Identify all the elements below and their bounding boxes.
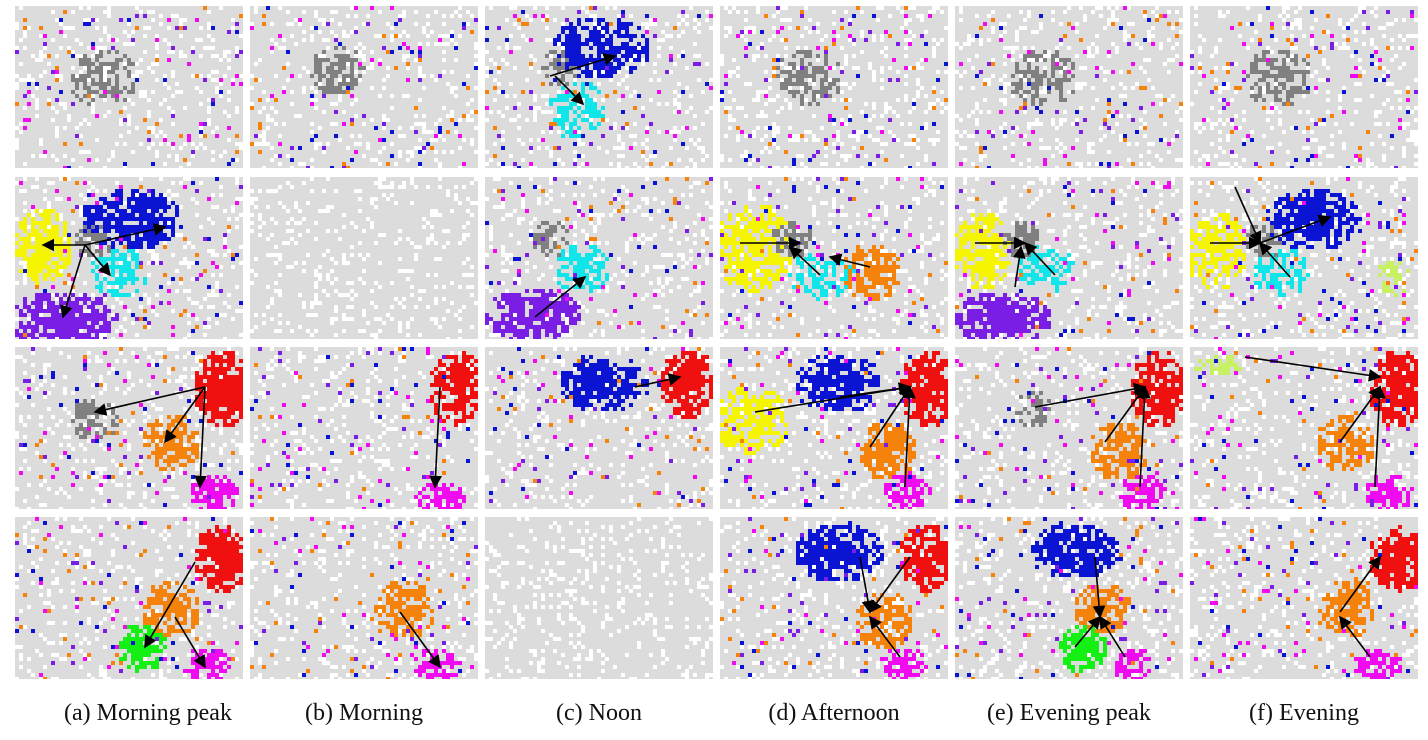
cluster-map-canvas — [720, 517, 948, 679]
cluster-map-canvas — [955, 517, 1183, 679]
cluster-map-canvas — [720, 177, 948, 339]
cluster-map-row-1-noon — [485, 6, 713, 168]
cluster-map-canvas — [250, 177, 478, 339]
cluster-region-yellow — [15, 209, 71, 285]
region-grid — [250, 177, 478, 339]
cluster-map-row-1-evening-peak — [955, 6, 1183, 168]
region-grid — [250, 6, 478, 168]
cluster-map-row-3-evening — [1190, 347, 1418, 509]
cluster-map-row-2-noon — [485, 177, 713, 339]
cluster-map-canvas — [485, 517, 713, 679]
cluster-map-canvas — [1190, 177, 1418, 339]
cluster-map-row-2-morning — [250, 177, 478, 339]
region-grid — [1190, 6, 1418, 168]
cluster-map-canvas — [955, 6, 1183, 168]
cluster-map-canvas — [1190, 517, 1418, 679]
cluster-map-canvas — [15, 6, 243, 168]
cluster-map-canvas — [955, 347, 1183, 509]
cluster-map-canvas — [720, 6, 948, 168]
cluster-map-canvas — [15, 347, 243, 509]
cluster-map-row-1-morning — [250, 6, 478, 168]
caption-evening-peak: (e) Evening peak — [955, 700, 1183, 727]
cluster-map-canvas — [485, 347, 713, 509]
cluster-map-canvas — [720, 347, 948, 509]
cluster-map-row-3-evening-peak — [955, 347, 1183, 509]
cluster-map-row-1-evening — [1190, 6, 1418, 168]
cluster-map-canvas — [485, 6, 713, 168]
region-grid — [955, 6, 1183, 168]
cluster-map-canvas — [250, 6, 478, 168]
caption-morning-peak: (a) Morning peak — [34, 700, 262, 727]
cluster-map-row-2-morning-peak — [15, 177, 243, 339]
cluster-map-row-4-afternoon — [720, 517, 948, 679]
caption-evening: (f) Evening — [1190, 700, 1418, 727]
cluster-map-row-2-afternoon — [720, 177, 948, 339]
cluster-map-row-2-evening — [1190, 177, 1418, 339]
cluster-map-row-4-morning — [250, 517, 478, 679]
caption-noon: (c) Noon — [485, 700, 713, 727]
cluster-map-canvas — [15, 177, 243, 339]
caption-afternoon: (d) Afternoon — [720, 700, 948, 727]
cluster-map-canvas — [1190, 347, 1418, 509]
cluster-map-row-3-morning — [250, 347, 478, 509]
cluster-map-row-4-evening-peak — [955, 517, 1183, 679]
region-grid — [250, 517, 478, 679]
region-grid — [485, 517, 713, 679]
cluster-map-row-3-noon — [485, 347, 713, 509]
cluster-map-canvas — [250, 517, 478, 679]
caption-morning: (b) Morning — [250, 700, 478, 727]
cluster-map-row-4-noon — [485, 517, 713, 679]
cluster-map-canvas — [1190, 6, 1418, 168]
cluster-map-row-4-evening — [1190, 517, 1418, 679]
cluster-map-canvas — [250, 347, 478, 509]
cluster-region-yellow — [720, 387, 788, 455]
cluster-map-row-4-morning-peak — [15, 517, 243, 679]
cluster-map-canvas — [485, 177, 713, 339]
cluster-region-gray — [71, 399, 119, 439]
cluster-map-canvas — [955, 177, 1183, 339]
cluster-region-orange — [856, 593, 912, 649]
cluster-map-row-3-afternoon — [720, 347, 948, 509]
cluster-map-row-1-morning-peak — [15, 6, 243, 168]
cluster-map-row-1-afternoon — [720, 6, 948, 168]
cluster-map-canvas — [15, 517, 243, 679]
cluster-map-row-3-morning-peak — [15, 347, 243, 509]
cluster-map-row-2-evening-peak — [955, 177, 1183, 339]
